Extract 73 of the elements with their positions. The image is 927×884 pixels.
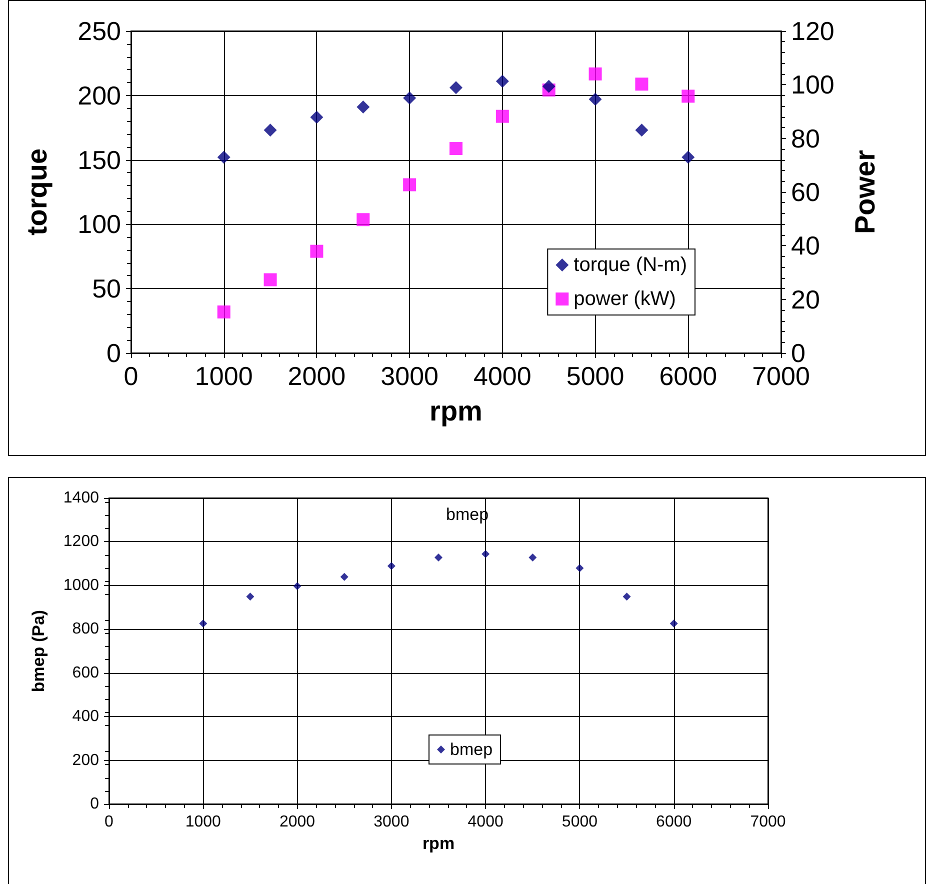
y-tick-label: 1400 <box>63 490 100 506</box>
point <box>340 572 348 581</box>
point <box>576 564 584 572</box>
point <box>293 582 302 590</box>
y-tick-label: 800 <box>72 620 100 638</box>
point <box>246 592 254 601</box>
point <box>450 142 462 156</box>
x-tick-label: 1000 <box>185 814 222 830</box>
x-tick-label: 7000 <box>750 814 786 830</box>
point <box>496 74 509 88</box>
y-tick-label: 600 <box>72 664 100 682</box>
y-tick-label: 400 <box>72 708 100 726</box>
point <box>217 150 230 164</box>
y2-axis-title: Power <box>850 150 880 234</box>
point <box>450 81 462 94</box>
point <box>199 619 208 628</box>
point <box>434 553 442 562</box>
point <box>670 619 678 628</box>
point <box>682 150 695 164</box>
point <box>622 592 631 601</box>
x-tick-label: 5000 <box>562 814 598 830</box>
y-tick-label: 50 <box>92 274 121 304</box>
y-tick-label: 0 <box>90 796 100 812</box>
point <box>635 78 648 91</box>
y-tick-label: 150 <box>78 144 121 175</box>
y2-tick-label: 80 <box>791 123 820 154</box>
y-tick-label: 200 <box>78 80 121 110</box>
x-tick-label: 1000 <box>194 361 253 391</box>
x-tick-label: 2000 <box>288 361 346 391</box>
y-tick-label: 1000 <box>63 576 100 594</box>
point <box>310 110 324 124</box>
point <box>217 305 230 318</box>
y-tick-label: 0 <box>106 338 121 368</box>
point <box>542 80 556 93</box>
point <box>682 90 695 103</box>
point <box>356 100 370 114</box>
x-tick-label: 4000 <box>474 361 532 391</box>
x-tick-label: 2000 <box>279 814 316 830</box>
x-tick-label: 5000 <box>566 361 624 391</box>
point <box>482 550 490 558</box>
y2-tick-label: 120 <box>791 16 834 46</box>
point <box>588 92 602 106</box>
point <box>264 124 277 137</box>
y2-tick-label: 60 <box>791 177 820 207</box>
x-tick-label: 6000 <box>659 361 718 391</box>
point <box>264 273 277 286</box>
y-axis-title: torque <box>22 148 52 236</box>
x-tick-label: 6000 <box>656 814 692 830</box>
x-axis-title: rpm <box>430 396 482 426</box>
y-tick-label: 200 <box>72 752 100 769</box>
legend-label: power (kW) <box>574 288 676 310</box>
point <box>310 244 324 258</box>
y-axis-title: bmep (Pa) <box>29 610 48 692</box>
x-tick-label: 3000 <box>380 361 438 391</box>
legend-label: bmep <box>450 740 493 759</box>
y2-tick-label: 100 <box>791 70 834 100</box>
y-tick-label: 100 <box>78 209 121 240</box>
point <box>496 110 509 123</box>
point <box>387 562 396 570</box>
y2-tick-label: 20 <box>791 284 820 314</box>
point <box>403 178 416 192</box>
point <box>528 553 537 562</box>
x-tick-label: 3000 <box>374 814 410 830</box>
y-tick-label: 250 <box>78 16 121 46</box>
x-tick-label: 4000 <box>468 814 504 830</box>
point <box>356 213 370 226</box>
point <box>403 91 416 104</box>
legend-label: torque (N-m) <box>574 254 688 276</box>
point <box>588 67 602 80</box>
x-axis-title: rpm <box>422 834 455 853</box>
point <box>635 124 648 137</box>
y-tick-label: 1200 <box>63 533 100 550</box>
y2-tick-label: 40 <box>791 230 820 261</box>
